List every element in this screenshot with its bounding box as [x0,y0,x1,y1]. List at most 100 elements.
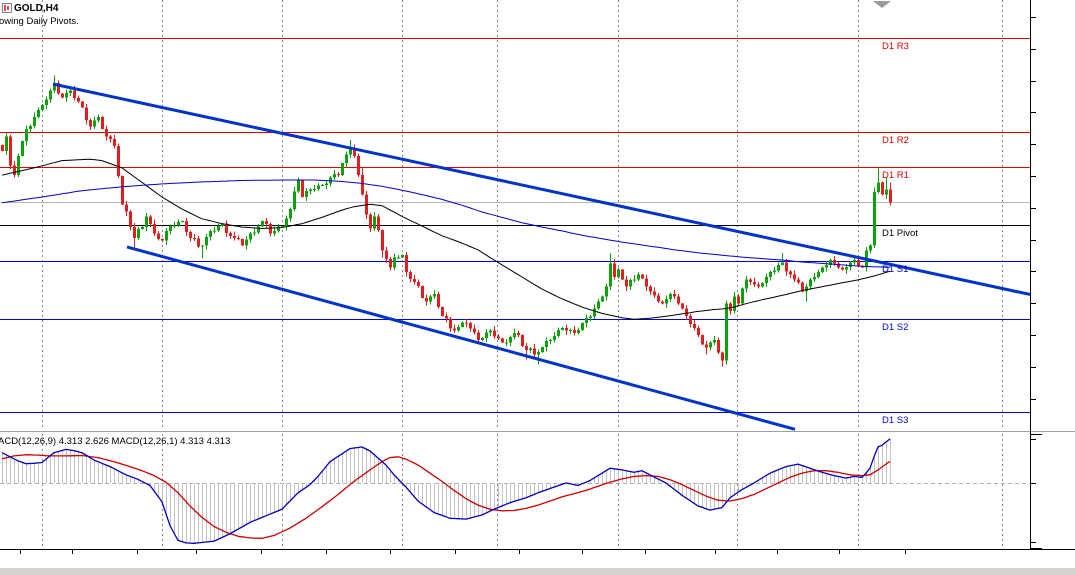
candle-body [453,328,456,331]
candle-body [285,218,288,227]
candle-body [73,90,76,99]
pivot-level-label: D1 Pivot [882,228,918,239]
candle-body [513,332,516,338]
candle-body [437,293,440,308]
candle-body [281,226,284,228]
candle-body [529,348,532,350]
candle-body [637,274,640,280]
candle-body [625,279,628,287]
candle-body [849,262,852,268]
candle-body [57,83,60,94]
candle-body [837,263,840,268]
trendline-upper-channel[interactable] [52,82,1031,296]
candle-body [709,342,712,348]
candle-body [509,337,512,343]
candle-body [141,226,144,229]
candle-body [249,233,252,240]
candle-body [269,224,272,234]
candle-body [821,267,824,273]
candle-body [461,322,464,327]
candle-body [361,175,364,195]
candle-body [305,191,308,197]
macd-indicator-label: ACD(12,26,9) 4.313 2.626 MACD(12,26,1) 4… [0,436,231,447]
candle-body [809,279,812,287]
candle-body [445,315,448,319]
candle-body [549,340,552,342]
candle-body [257,226,260,233]
candle-body [805,286,808,292]
candle-body [149,216,152,224]
candle-body [217,226,220,231]
candle-body [389,258,392,268]
candle-body [541,347,544,353]
candle-body [501,338,504,343]
candle-body [793,274,796,280]
candle-body [717,340,720,353]
chart-icon [2,3,12,13]
candle-body [233,235,236,238]
candle-body [21,141,24,156]
pivot-level-label: D1 R2 [882,135,909,146]
candle-body [185,221,188,232]
candle-body [605,286,608,297]
trendline-lower-channel[interactable] [126,245,796,431]
candle-body [697,327,700,336]
pivot-level-label: D1 S3 [882,415,908,426]
candle-body [357,155,360,176]
candle-body [669,293,672,299]
candle-body [705,344,708,348]
candle-body [93,120,96,127]
candle-body [845,267,848,270]
candle-body [601,296,604,302]
candle-body [181,221,184,223]
candle-body [557,329,560,337]
candle-body [85,107,88,121]
candle-body [565,327,568,331]
candle-body [393,257,396,268]
candle-body [629,279,632,287]
candle-body [425,297,428,302]
candle-body [145,216,148,227]
candle-body [633,279,636,281]
candle-body [761,282,764,287]
candle-body [101,116,104,129]
candle-body [797,279,800,283]
price-axis[interactable]: 1336.621330.061323.501316.941310.381303.… [1031,0,1075,549]
candle-body [33,116,36,127]
candle-body [397,257,400,259]
candle-body [349,148,352,155]
candle-body [721,352,724,361]
chart-shift-marker-icon[interactable] [873,1,891,8]
candle-body [493,330,496,337]
candle-body [613,263,616,278]
candle-body [641,274,644,279]
candle-body [645,278,648,287]
candle-body [581,323,584,331]
time-axis[interactable]: Mar 201925 Mar 08:0028 Mar 00:001 Apr 16… [0,550,1075,568]
candle-body [561,327,564,330]
candle-body [61,93,64,98]
candle-body [737,296,740,304]
candle-body [117,146,120,177]
candle-body [733,296,736,311]
candle-body [353,148,356,156]
candle-body [169,226,172,232]
candle-body [261,221,264,227]
candle-body [97,116,100,121]
candle-body [653,291,656,296]
candle-body [781,262,784,265]
candle-body [609,263,612,287]
candle-body [277,226,280,231]
candle-body [749,279,752,282]
candle-body [469,323,472,329]
candle-body [785,262,788,272]
macd-main-line [1,438,891,544]
candle-body [505,342,508,344]
candle-body [381,230,384,251]
candle-body [321,184,324,186]
candle-body [385,250,388,259]
candle-body [777,264,780,271]
candle-body [125,204,128,212]
candle-body [253,232,256,234]
